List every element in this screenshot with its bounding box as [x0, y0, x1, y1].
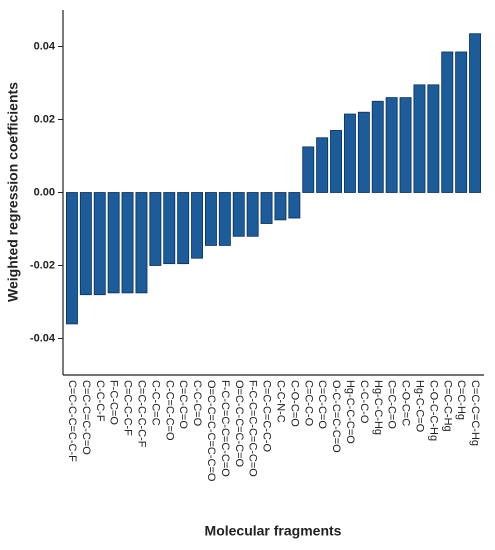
bar	[232, 192, 245, 237]
x-tick-label: C-C-C=O	[191, 380, 203, 427]
x-tick-label: O=C-C=C-C=C-C=O	[205, 380, 217, 482]
bar	[441, 51, 454, 193]
x-tick-label: O=C-C-C=C-C=O	[233, 380, 245, 468]
bar	[135, 192, 148, 294]
x-tick-label: C-O-C-C-Hg	[427, 380, 439, 441]
x-tick-label: C-O-C=C	[400, 380, 412, 426]
x-tick-label: C=C-C=O	[316, 380, 328, 429]
bar	[302, 146, 315, 193]
y-tick-label: 0.04	[34, 40, 56, 52]
bar	[149, 192, 162, 266]
bar	[371, 100, 384, 193]
bar	[107, 192, 120, 294]
bar	[121, 192, 134, 294]
x-tick-label: C=C-C=O	[386, 380, 398, 429]
y-tick-label: 0.02	[34, 113, 55, 125]
bar	[93, 192, 106, 296]
x-tick-label: C-C-C-F	[94, 380, 106, 422]
x-tick-label: F-C-C=C-C=C-C=O	[219, 380, 231, 477]
bar	[469, 33, 482, 193]
y-axis-title: Weighted regression coefficients	[5, 82, 21, 302]
bar	[330, 130, 343, 193]
x-tick-label: C-C-N-C	[275, 380, 287, 423]
bar	[288, 192, 301, 219]
y-tick-label: 0.00	[34, 186, 55, 198]
bar	[177, 192, 190, 265]
bar	[163, 192, 176, 265]
bar	[413, 84, 426, 193]
x-tick-label: Hg-C-C=O	[414, 380, 426, 433]
bar	[455, 51, 468, 193]
x-tick-label: F-C-C=C-C=C-C=O	[247, 380, 259, 477]
x-tick-label: C=C-C=C-C-O	[261, 380, 273, 453]
x-tick-label: C-C-C-O	[358, 380, 370, 424]
x-tick-label: C=C-C-O	[302, 380, 314, 427]
bar	[79, 192, 92, 296]
x-tick-label: C=C-C-Hg	[441, 380, 453, 432]
x-tick-label: C=C-C-C-C-F	[136, 380, 148, 448]
x-tick-label: C=C-C=C-Hg	[469, 380, 481, 446]
x-tick-label: C-O-C=O	[288, 380, 300, 427]
bar	[204, 192, 217, 246]
bar	[316, 137, 329, 193]
x-tick-label: Hg-C-C-C=O	[344, 380, 356, 444]
bar	[260, 192, 273, 224]
x-tick-label: C=C-Hg	[455, 380, 467, 420]
x-tick-label: C=C-C-C-F	[122, 380, 134, 436]
x-tick-label: C=C-C=O	[177, 380, 189, 429]
bar	[246, 192, 259, 237]
x-tick-label: C-C-C=C	[149, 380, 161, 426]
bar	[385, 97, 398, 193]
bar	[399, 97, 412, 193]
bar	[65, 192, 78, 325]
bar	[357, 111, 370, 193]
x-tick-label: F-C-C=O	[108, 380, 120, 425]
bar	[427, 84, 440, 193]
x-tick-label: O-C-C=C-C=O	[330, 380, 342, 453]
y-tick-label: -0.04	[30, 332, 56, 344]
x-tick-label: Hg-C-C-Hg	[372, 380, 384, 435]
bar	[274, 192, 287, 221]
bar	[343, 113, 356, 193]
bar	[191, 192, 204, 259]
x-tick-label: C=C-C=C-C=O	[80, 380, 92, 455]
x-tick-label: C=C-C-C=C-C-F	[66, 380, 78, 462]
y-tick-label: -0.02	[30, 259, 55, 271]
x-tick-label: C-C=C-C=O	[163, 380, 175, 441]
x-axis-title: Molecular fragments	[205, 523, 342, 539]
bar	[218, 192, 231, 246]
